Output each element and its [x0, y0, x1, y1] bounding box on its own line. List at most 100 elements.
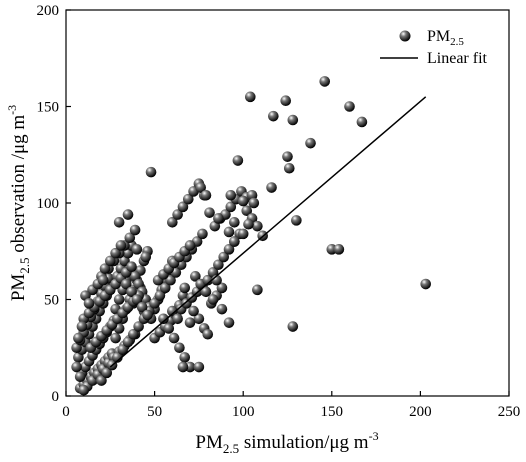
data-point: [159, 282, 171, 294]
data-point: [241, 205, 253, 217]
legend: PM2.5 Linear fit: [380, 28, 488, 67]
y-tick-label: 200: [37, 3, 60, 19]
x-tick-label: 200: [409, 404, 432, 420]
x-axis-ticks: 0 50 100 150 200 250: [62, 391, 520, 420]
x-axis-title: PM2.5 simulation/μg m-3: [195, 429, 378, 456]
data-point: [252, 284, 263, 296]
data-point: [78, 384, 90, 396]
data-point: [174, 342, 185, 354]
data-point: [167, 305, 178, 317]
data-point: [225, 201, 237, 213]
linear-fit-series: [109, 96, 427, 368]
data-point: [216, 303, 228, 315]
data-point: [131, 244, 143, 255]
data-point: [133, 321, 144, 332]
data-point: [207, 294, 219, 305]
scatter-points: [71, 76, 432, 396]
legend-label-pm25: PM2.5: [427, 28, 464, 48]
data-point: [167, 217, 178, 228]
data-point: [420, 278, 432, 290]
data-point: [168, 332, 180, 344]
data-point: [158, 313, 169, 325]
data-point: [287, 114, 299, 126]
data-point: [179, 352, 191, 363]
data-point: [223, 244, 235, 255]
data-point: [112, 352, 123, 363]
data-point: [129, 224, 141, 236]
data-point: [356, 116, 368, 128]
data-point: [101, 367, 113, 379]
x-tick-label: 150: [321, 404, 344, 420]
data-point: [280, 95, 292, 107]
data-point: [282, 151, 293, 162]
data-point: [184, 317, 196, 328]
data-point: [182, 193, 194, 205]
linear-fit-line: [109, 96, 427, 368]
data-point: [184, 240, 196, 251]
data-point: [244, 91, 256, 103]
data-point: [252, 220, 263, 232]
data-point: [113, 217, 125, 228]
data-point: [248, 197, 260, 209]
data-point: [223, 226, 235, 238]
data-point: [149, 298, 160, 309]
data-point: [71, 361, 82, 373]
data-point: [122, 336, 134, 348]
data-point: [319, 76, 331, 87]
data-point: [110, 332, 121, 344]
data-point: [344, 101, 355, 112]
data-point: [193, 361, 205, 373]
y-tick-label: 100: [37, 196, 60, 212]
data-point: [73, 332, 84, 344]
data-point: [177, 201, 189, 213]
x-tick-label: 250: [498, 404, 521, 420]
data-point: [243, 218, 254, 230]
data-point: [126, 286, 137, 298]
data-point: [177, 361, 189, 373]
data-point: [136, 301, 148, 313]
data-point: [287, 321, 299, 332]
data-point: [122, 209, 134, 220]
data-point: [204, 207, 215, 218]
data-point: [216, 282, 228, 294]
data-point: [115, 240, 127, 251]
data-point: [213, 213, 224, 224]
data-point: [223, 317, 235, 328]
data-point: [266, 182, 277, 193]
data-point: [195, 182, 206, 193]
legend-label-linear-fit: Linear fit: [427, 50, 488, 67]
data-point: [202, 328, 214, 340]
data-point: [213, 259, 224, 271]
data-point: [113, 294, 125, 305]
data-point: [197, 228, 208, 240]
data-point: [229, 217, 240, 228]
data-point: [305, 137, 316, 149]
legend-marker-pm25: [399, 30, 411, 42]
data-point: [131, 294, 143, 305]
data-point: [105, 255, 116, 267]
data-point: [225, 189, 237, 201]
data-point: [229, 236, 240, 247]
y-axis-title: PM2.5 observation /μg m-3: [5, 105, 32, 301]
y-tick-label: 50: [44, 293, 59, 309]
data-point: [97, 274, 109, 286]
data-point: [128, 328, 139, 340]
data-point: [172, 313, 183, 325]
data-point: [117, 344, 129, 355]
data-point: [120, 278, 132, 290]
data-point: [154, 290, 166, 301]
y-tick-label: 0: [52, 389, 60, 405]
data-point: [291, 215, 302, 226]
data-point: [232, 155, 244, 166]
data-point: [124, 232, 136, 244]
data-point: [237, 195, 249, 207]
data-point: [165, 274, 176, 286]
data-point: [179, 282, 191, 294]
data-point: [268, 110, 279, 122]
data-point: [163, 323, 175, 334]
data-point: [145, 166, 157, 178]
data-point: [99, 263, 111, 274]
data-point: [76, 321, 88, 332]
data-point: [172, 209, 183, 220]
